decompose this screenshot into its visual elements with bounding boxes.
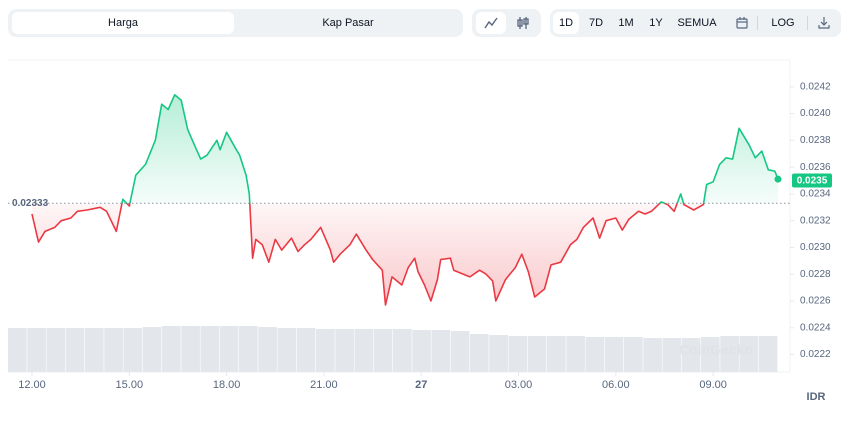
volume-bar bbox=[123, 328, 143, 372]
y-tick-label: 0.0236 bbox=[800, 162, 831, 173]
chart-type-group bbox=[472, 9, 541, 37]
last-point bbox=[774, 175, 782, 183]
volume-bar bbox=[643, 338, 662, 372]
tab[interactable]: Kap Pasar bbox=[322, 17, 374, 29]
y-tick-label: 0.0224 bbox=[800, 322, 831, 333]
y-tick-label: 0.0240 bbox=[800, 108, 831, 119]
type-selected-bg bbox=[476, 12, 506, 34]
reference-label: 0.02333 bbox=[12, 198, 49, 209]
volume-bar bbox=[8, 328, 27, 372]
volume-bar bbox=[681, 338, 701, 372]
volume-bar bbox=[335, 329, 354, 372]
range[interactable]: 1M bbox=[618, 17, 634, 29]
volume-bar bbox=[315, 329, 335, 372]
volume-bar bbox=[431, 330, 451, 372]
volume-bar bbox=[508, 336, 528, 372]
volume-bar bbox=[662, 338, 682, 372]
volume-bar bbox=[604, 337, 624, 372]
current-price-label: 0.0235 bbox=[797, 176, 828, 187]
y-tick-label: 0.0228 bbox=[800, 269, 831, 280]
volume-bar bbox=[181, 326, 200, 372]
volume-bar bbox=[161, 326, 181, 372]
x-tick-label: 09.00 bbox=[699, 379, 727, 391]
volume-bar bbox=[758, 336, 778, 372]
x-tick-label: 12.00 bbox=[18, 379, 46, 391]
x-tick-label: 27 bbox=[415, 379, 427, 391]
watermark: CoinGecko bbox=[679, 342, 753, 358]
separator bbox=[807, 16, 808, 30]
tab[interactable]: Harga bbox=[108, 17, 138, 29]
volume-bar bbox=[65, 328, 85, 372]
x-tick-label: 18.00 bbox=[213, 379, 241, 391]
volume-bar bbox=[219, 326, 239, 372]
price-line bbox=[31, 94, 779, 306]
volume-bar bbox=[84, 328, 104, 372]
y-tick-label: 0.0232 bbox=[800, 215, 831, 226]
y-tick-label: 0.0242 bbox=[800, 81, 831, 92]
volume-bar bbox=[527, 336, 547, 372]
x-tick-label: 21.00 bbox=[310, 379, 338, 391]
currency-label: IDR bbox=[807, 391, 826, 403]
volume-bar bbox=[700, 337, 720, 372]
volume-bar bbox=[354, 329, 374, 372]
y-tick-label: 0.0238 bbox=[800, 135, 831, 146]
volume-bar bbox=[450, 331, 470, 372]
volume-bar bbox=[739, 336, 759, 372]
range[interactable]: 1Y bbox=[649, 17, 663, 29]
volume-bar bbox=[238, 326, 258, 372]
y-tick-label: 0.0230 bbox=[800, 242, 831, 253]
range-group: 1D 7D 1M 1Y SEMUA LOG bbox=[550, 9, 841, 37]
volume-bar bbox=[489, 335, 508, 372]
volume-bar bbox=[46, 328, 66, 372]
range-selected-bg bbox=[553, 12, 579, 34]
separator bbox=[757, 16, 758, 30]
volume-bar bbox=[200, 326, 220, 372]
x-tick-label: 15.00 bbox=[116, 379, 144, 391]
volume-bar bbox=[142, 327, 162, 372]
x-tick-label: 03.00 bbox=[505, 379, 533, 391]
volume-bar bbox=[27, 328, 46, 372]
volume-bar bbox=[277, 328, 297, 372]
volume-bar bbox=[412, 330, 431, 372]
current-price-badge bbox=[792, 173, 832, 188]
price-area bbox=[32, 94, 778, 305]
download-icon[interactable] bbox=[817, 15, 831, 31]
volume-bar bbox=[392, 329, 412, 372]
line-icon[interactable] bbox=[483, 15, 499, 31]
volume-bar bbox=[373, 329, 393, 372]
y-tick-label: 0.0234 bbox=[800, 189, 831, 200]
volume-bar bbox=[469, 334, 489, 372]
volume-bar bbox=[566, 336, 585, 372]
tab-selected-bg bbox=[12, 12, 234, 34]
candle-icon[interactable] bbox=[515, 15, 531, 31]
range[interactable]: 7D bbox=[588, 17, 604, 29]
volume-bar bbox=[585, 337, 605, 372]
log-toggle[interactable]: LOG bbox=[771, 17, 795, 29]
range[interactable]: 1D bbox=[558, 17, 574, 29]
y-tick-label: 0.0226 bbox=[800, 296, 831, 307]
volume-bar bbox=[296, 328, 316, 372]
volume-bar bbox=[546, 336, 566, 372]
volume-bar bbox=[104, 328, 123, 372]
tab-group: Harga Kap Pasar bbox=[8, 9, 463, 37]
volume-bar bbox=[623, 337, 643, 372]
volume-bar bbox=[720, 336, 739, 372]
volume-bar bbox=[258, 327, 277, 372]
calendar-icon[interactable] bbox=[735, 15, 749, 31]
y-tick-label: 0.0222 bbox=[800, 349, 831, 360]
range[interactable]: SEMUA bbox=[677, 17, 717, 29]
x-tick-label: 06.00 bbox=[602, 379, 630, 391]
